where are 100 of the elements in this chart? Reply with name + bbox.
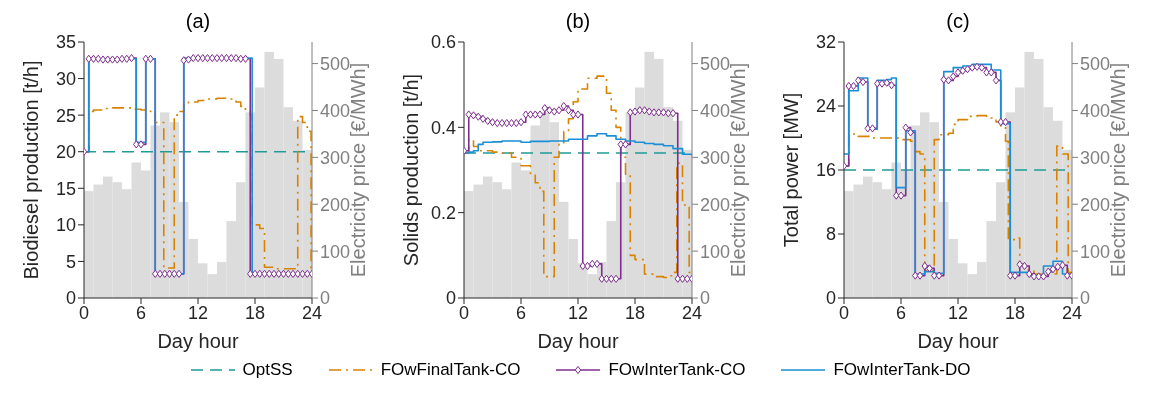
point <box>175 269 183 278</box>
y2-tick-label: 100 <box>1080 241 1111 262</box>
y2-tick-label: 300 <box>1080 147 1111 168</box>
point <box>1064 271 1071 280</box>
point <box>608 274 615 283</box>
point <box>888 81 895 90</box>
point <box>194 53 202 63</box>
point <box>123 54 130 63</box>
y-tick-label: 0.2 <box>430 203 456 224</box>
y-tick-label: 30 <box>55 68 76 89</box>
point <box>204 53 211 63</box>
point <box>498 118 506 128</box>
point <box>617 140 624 149</box>
point <box>679 274 686 283</box>
point <box>850 81 857 91</box>
point <box>185 55 192 64</box>
point <box>142 54 149 63</box>
y-tick-label: 8 <box>825 224 836 245</box>
y2-tick-label: 200 <box>320 194 351 215</box>
y-tick-label: 20 <box>55 142 76 163</box>
point <box>1040 272 1047 281</box>
point <box>883 78 890 87</box>
x-axis-title: Day hour <box>157 330 239 352</box>
point <box>988 68 995 77</box>
point <box>589 259 596 268</box>
legend-label: FOwInterTank-DO <box>833 360 971 380</box>
point <box>945 76 952 85</box>
point <box>1016 260 1023 269</box>
point <box>907 128 914 137</box>
y-tick-label: 32 <box>815 32 836 53</box>
y2-tick-label: 200 <box>700 194 731 215</box>
point <box>133 140 140 149</box>
point <box>893 191 900 200</box>
point <box>997 117 1004 127</box>
point <box>256 269 263 278</box>
y-tick-label: 16 <box>815 160 836 181</box>
point <box>152 269 159 278</box>
point <box>669 109 677 118</box>
point <box>161 269 168 278</box>
point <box>213 53 221 63</box>
point <box>1002 117 1009 127</box>
point <box>527 110 534 119</box>
point <box>494 118 501 128</box>
y2-tick-label: 0 <box>320 288 331 309</box>
x-tick-label: 0 <box>78 302 90 323</box>
point <box>517 118 525 127</box>
y2-tick-label: 400 <box>320 100 351 121</box>
point <box>897 191 905 200</box>
y-tick-label: 0 <box>445 288 456 309</box>
point <box>546 106 553 115</box>
point <box>90 54 97 63</box>
point <box>864 124 871 133</box>
point <box>660 108 667 117</box>
point <box>190 53 197 63</box>
point <box>912 271 919 280</box>
point <box>612 274 620 283</box>
point <box>104 55 111 64</box>
point <box>983 68 990 77</box>
point <box>294 269 301 278</box>
point <box>1054 262 1061 271</box>
chart-title: (b) <box>564 9 592 34</box>
y2-tick-label: 500 <box>1080 53 1111 74</box>
y2-tick-label: 300 <box>320 147 351 168</box>
point <box>489 118 496 127</box>
x-tick-label: 0 <box>458 302 470 323</box>
x-tick-label: 6 <box>515 302 527 323</box>
y2-tick-label: 100 <box>320 241 351 262</box>
x-tick-label: 12 <box>567 302 589 323</box>
x-tick-label: 18 <box>624 302 646 323</box>
point <box>261 269 268 278</box>
point <box>218 53 225 63</box>
point <box>508 118 515 128</box>
point <box>555 106 563 115</box>
point <box>969 63 976 72</box>
point <box>237 54 244 63</box>
point <box>593 259 601 268</box>
point <box>209 53 216 63</box>
legend-label: OptSS <box>242 360 293 380</box>
x-axis-title: Day hour <box>537 330 619 352</box>
point <box>992 76 1000 85</box>
point <box>147 54 154 63</box>
point <box>304 269 311 278</box>
point <box>156 269 164 278</box>
y-axis-title: Solids production [t/h] <box>400 73 423 267</box>
y2-tick-label: 400 <box>700 100 731 121</box>
y-tick-label: 0.6 <box>430 32 456 53</box>
point <box>565 106 572 115</box>
point <box>902 123 909 132</box>
point <box>926 264 933 273</box>
y2-tick-label: 200 <box>1080 194 1111 215</box>
point <box>916 271 924 280</box>
point <box>551 107 558 116</box>
y-tick-label: 25 <box>55 105 76 126</box>
x-tick-label: 12 <box>187 302 209 323</box>
point <box>973 62 981 71</box>
point <box>270 269 278 278</box>
point <box>470 111 477 120</box>
point <box>522 110 529 119</box>
point <box>475 112 482 121</box>
point <box>959 66 966 75</box>
